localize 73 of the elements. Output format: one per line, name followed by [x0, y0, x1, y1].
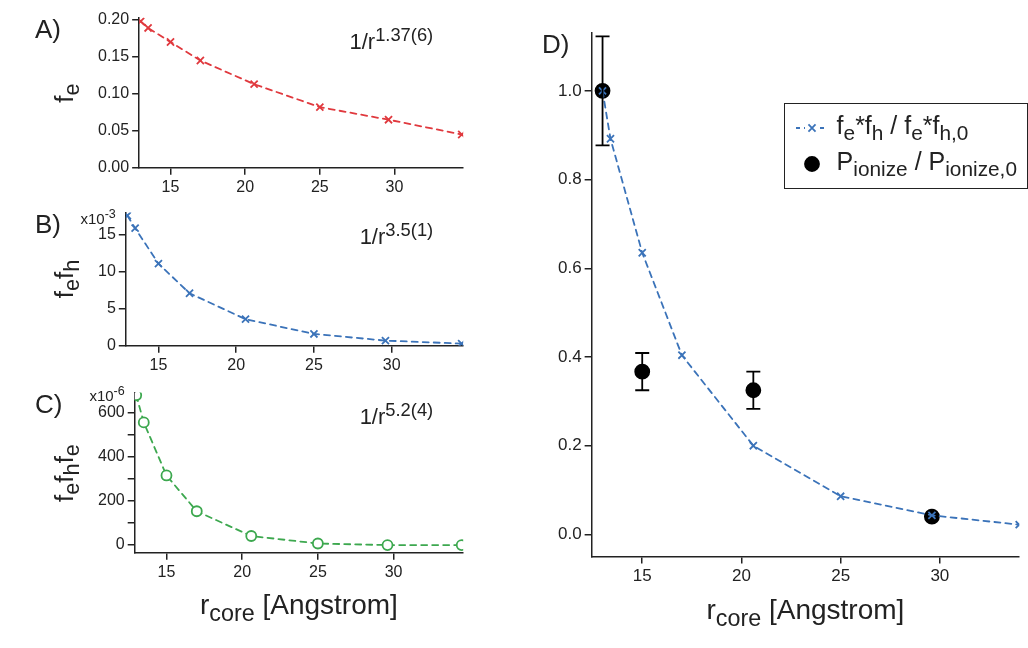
y-tick-label: 0.20 [98, 10, 130, 28]
point [143, 23, 153, 33]
point [190, 505, 203, 518]
point [606, 134, 615, 144]
y-tick-label: 0.05 [98, 121, 130, 139]
point [836, 491, 846, 501]
y-tick-label: 600 [97, 402, 125, 420]
x-tick-label: 20 [731, 566, 751, 586]
y-tick-label: 0.15 [98, 47, 130, 65]
annotation: 1/r$^{1.37(6)}$ [349, 23, 434, 55]
chart-title: C) [35, 388, 63, 420]
x-tick-label: 25 [831, 566, 851, 586]
x-tick-label: 30 [930, 566, 950, 586]
point [154, 259, 163, 269]
annotation: 1/r$^{5.2(4)}$ [359, 398, 434, 430]
y-tick-label: 0 [106, 336, 116, 354]
point [309, 329, 319, 339]
legend-label: f$_{e}$*f$_{h}$ / f$_{e}$*f$_{h,0}$ [836, 110, 969, 147]
y-tick-label: 0.4 [557, 346, 582, 366]
x-axis-title: r$_{core}$ [Angstrom] [199, 589, 398, 627]
point [748, 441, 758, 451]
x-tick-label: 30 [384, 562, 403, 580]
point [637, 248, 647, 258]
chart-title: A) [35, 13, 61, 45]
point [384, 115, 393, 125]
x-tick-label: 15 [157, 562, 176, 580]
point [130, 223, 140, 233]
chart-title: D) [542, 29, 570, 61]
point [185, 288, 194, 298]
point [195, 56, 205, 65]
point [457, 339, 464, 346]
y-tick-label: 400 [97, 447, 125, 465]
point [311, 537, 324, 550]
x-tick-label: 20 [233, 562, 252, 580]
x-tick-label: 20 [236, 177, 255, 195]
y-tick-label: 5 [106, 299, 116, 317]
y-tick-label: 10 [98, 262, 116, 280]
point [315, 102, 325, 112]
y-tick-label: 0.00 [98, 158, 130, 176]
point [381, 336, 390, 346]
y-tick-label: 0.8 [557, 169, 582, 189]
text: x10$^{-6}$ [89, 384, 125, 405]
x-tick-label: 15 [632, 566, 652, 586]
x-tick-label: 25 [308, 562, 327, 580]
x-tick-label: 25 [310, 177, 329, 195]
y-tick-label: 0.6 [557, 257, 582, 277]
point [677, 350, 687, 360]
x-tick-label: 15 [161, 177, 180, 195]
point [137, 416, 150, 429]
y-tick-label: 0.2 [557, 435, 582, 455]
x-tick-label: 25 [305, 355, 323, 373]
y-tick-label: 0.0 [557, 524, 582, 544]
x-tick-label: 30 [385, 177, 404, 195]
point [245, 530, 258, 542]
x-tick-label: 20 [227, 355, 246, 373]
annotation: 1/r$^{3.5(1)}$ [359, 218, 434, 250]
legend-label: P$_{ionize}$ / P$_{ionize,0}$ [836, 146, 1017, 183]
text: x10$^{-3}$ [80, 206, 116, 227]
y-tick-label: 0 [115, 535, 125, 553]
point [381, 539, 394, 551]
y-tick-label: 200 [97, 491, 125, 509]
x-axis-title: r$_{core}$ [Angstrom] [706, 594, 905, 632]
chart-title: B) [35, 208, 61, 240]
y-tick-label: 1.0 [557, 80, 582, 100]
y-tick-label: 15 [98, 225, 116, 243]
point [241, 314, 250, 324]
point [249, 79, 259, 89]
x-tick-label: 15 [149, 355, 168, 373]
point [166, 37, 175, 47]
point [160, 469, 173, 482]
y-tick-label: 0.10 [98, 84, 130, 102]
x-tick-label: 30 [382, 355, 401, 373]
point [125, 212, 132, 220]
